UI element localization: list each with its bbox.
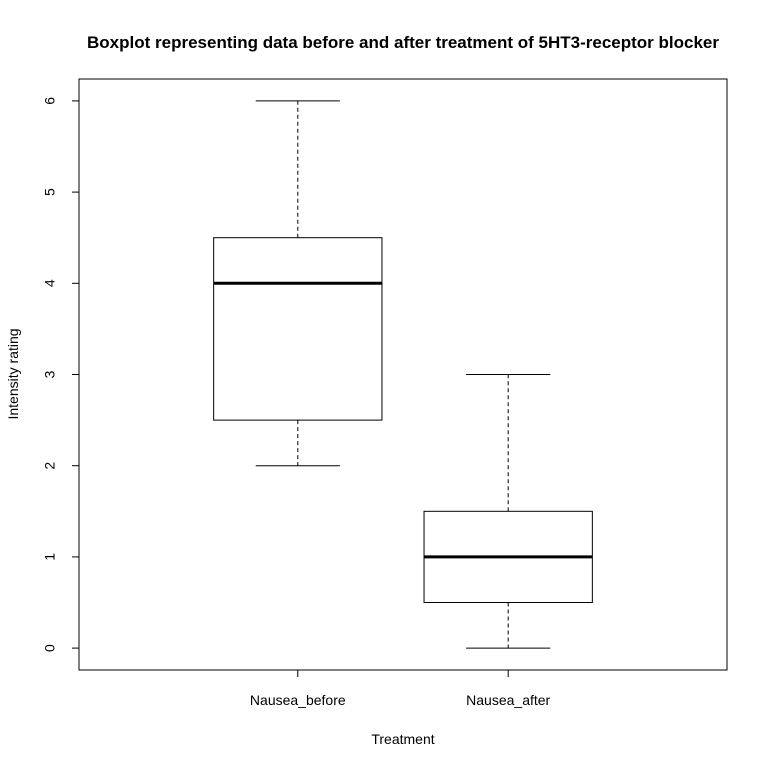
chart-title: Boxplot representing data before and aft… <box>87 33 719 52</box>
x-tick-label: Nausea_after <box>466 692 550 708</box>
box-Nausea_after <box>423 374 593 649</box>
plot-frame <box>78 78 728 671</box>
y-tick-label: 1 <box>42 553 58 561</box>
y-tick-label: 3 <box>42 370 58 378</box>
y-tick-label: 2 <box>42 462 58 470</box>
box-Nausea_before <box>213 100 383 467</box>
y-axis: 0 1 2 3 4 5 6 <box>42 97 79 652</box>
y-tick-label: 6 <box>42 97 58 105</box>
y-tick-label: 0 <box>42 644 58 652</box>
x-tick-label: Nausea_before <box>250 692 346 708</box>
y-axis-label: Intensity rating <box>5 328 21 419</box>
x-axis: Nausea_before Nausea_after <box>250 670 551 708</box>
x-axis-label: Treatment <box>371 731 434 747</box>
y-tick-label: 5 <box>42 188 58 196</box>
iqr-box <box>213 237 383 421</box>
boxes-group <box>213 100 593 649</box>
y-tick-label: 4 <box>42 279 58 287</box>
